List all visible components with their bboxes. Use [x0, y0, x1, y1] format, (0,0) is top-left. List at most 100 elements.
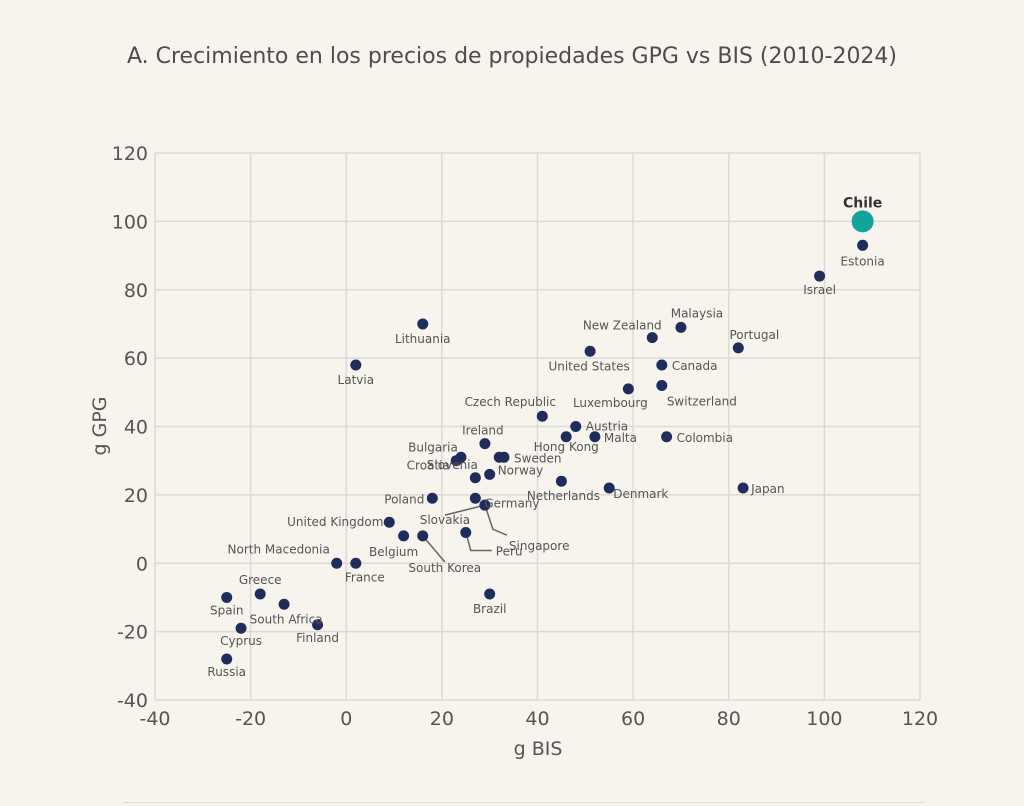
- y-tick-label: 0: [136, 553, 148, 575]
- y-tick-label: 40: [124, 417, 148, 439]
- point-russia: [221, 653, 233, 665]
- leader-line-south-korea: [422, 535, 446, 563]
- label-austria: Austria: [586, 420, 628, 434]
- label-sweden: Sweden: [514, 451, 561, 465]
- y-tick-label: 80: [124, 280, 148, 302]
- label-colombia: Colombia: [677, 431, 733, 445]
- point-estonia: [857, 239, 869, 251]
- x-tick-label: 40: [525, 708, 549, 730]
- label-south-korea: South Korea: [408, 561, 481, 575]
- label-lithuania: Lithuania: [395, 332, 451, 346]
- point-croatia: [450, 455, 462, 467]
- point-belgium: [398, 530, 410, 542]
- x-tick-label: 120: [902, 708, 938, 730]
- point-new-zealand: [646, 332, 658, 344]
- point-japan: [737, 482, 749, 494]
- point-netherlands: [555, 475, 567, 487]
- label-slovenia: Slovenia: [427, 458, 478, 472]
- point-cyprus: [235, 622, 247, 634]
- label-new-zealand: New Zealand: [583, 319, 662, 333]
- tick-labels: -40 -20 0 20 40 60 80 100 120 -40 -20 0 20 40 60 80 100 1…: [112, 143, 938, 730]
- label-united-states: United States: [548, 359, 629, 373]
- point-united-kingdom: [383, 516, 395, 528]
- label-malaysia: Malaysia: [671, 306, 723, 320]
- point-north-macedonia: [331, 557, 343, 569]
- label-japan: Japan: [750, 482, 784, 496]
- label-united-kingdom: United Kingdom: [287, 515, 383, 529]
- label-slovakia: Slovakia: [420, 513, 470, 527]
- leader-line-peru: [465, 532, 492, 552]
- label-belgium: Belgium: [369, 545, 418, 559]
- point-colombia: [661, 431, 673, 443]
- label-poland: Poland: [384, 492, 424, 506]
- label-hong-kong: Hong Kong: [534, 440, 599, 454]
- x-tick-label: 100: [806, 708, 842, 730]
- point-singapore: [479, 499, 491, 511]
- x-axis-label: g BIS: [514, 738, 563, 760]
- label-chile: Chile: [843, 195, 882, 211]
- label-france: France: [345, 570, 385, 584]
- leader-line-slovakia: [444, 504, 486, 516]
- point-labels: Chile Estonia Israel Malaysia New Zealand Por…: [207, 195, 884, 679]
- point-slovenia: [469, 472, 481, 484]
- label-finland: Finland: [296, 631, 339, 645]
- y-tick-label: 100: [112, 211, 148, 233]
- x-tick-label: 0: [340, 708, 352, 730]
- point-chile: [851, 210, 874, 233]
- label-greece: Greece: [239, 573, 282, 587]
- label-singapore: Singapore: [509, 539, 570, 553]
- data-points: [221, 210, 874, 665]
- y-axis-label: g GPG: [89, 396, 111, 455]
- point-israel: [814, 270, 826, 282]
- point-sweden-2: [493, 451, 505, 463]
- label-czech-republic: Czech Republic: [465, 395, 556, 409]
- bottom-divider: [124, 802, 924, 803]
- label-israel: Israel: [803, 283, 836, 297]
- leader-line-singapore: [484, 504, 508, 536]
- leader-lines: [422, 504, 508, 563]
- label-peru: Peru: [496, 544, 523, 558]
- point-malta: [589, 431, 601, 443]
- label-ireland: Ireland: [462, 424, 504, 438]
- label-denmark: Denmark: [613, 487, 668, 501]
- grid: [154, 152, 921, 701]
- label-switzerland: Switzerland: [667, 394, 737, 408]
- point-denmark: [603, 482, 615, 494]
- label-russia: Russia: [207, 665, 246, 679]
- point-latvia: [350, 359, 362, 371]
- label-croatia: Croatia: [407, 459, 450, 473]
- label-portugal: Portugal: [729, 328, 779, 342]
- x-tick-label: -20: [235, 708, 266, 730]
- point-germany: [469, 492, 481, 504]
- point-south-africa: [278, 598, 290, 610]
- point-czech-republic: [536, 410, 548, 422]
- label-spain: Spain: [210, 603, 244, 617]
- label-brazil: Brazil: [473, 602, 507, 616]
- label-malta: Malta: [604, 431, 637, 445]
- label-bulgaria: Bulgaria: [408, 440, 458, 454]
- label-canada: Canada: [672, 359, 718, 373]
- label-germany: Germany: [484, 496, 539, 510]
- point-norway: [484, 468, 496, 480]
- y-tick-label: 60: [124, 348, 148, 370]
- label-latvia: Latvia: [338, 373, 375, 387]
- point-hong-kong: [560, 431, 572, 443]
- x-tick-label: 80: [717, 708, 741, 730]
- y-tick-label: 20: [124, 485, 148, 507]
- label-estonia: Estonia: [841, 254, 885, 268]
- y-tick-label: -20: [117, 622, 148, 644]
- point-lithuania: [417, 318, 429, 330]
- point-france: [350, 557, 362, 569]
- chart-title: A. Crecimiento en los precios de propied…: [126, 44, 898, 69]
- y-tick-label: 120: [112, 143, 148, 165]
- point-south-korea: [417, 530, 429, 542]
- point-peru: [460, 526, 472, 538]
- label-south-africa: South Africa: [250, 612, 323, 626]
- label-netherlands: Netherlands: [527, 489, 600, 503]
- y-tick-label: -40: [117, 690, 148, 712]
- x-tick-label: 60: [621, 708, 645, 730]
- x-tick-label: 20: [430, 708, 454, 730]
- point-portugal: [732, 342, 744, 354]
- point-brazil: [484, 588, 496, 600]
- point-austria: [570, 421, 582, 432]
